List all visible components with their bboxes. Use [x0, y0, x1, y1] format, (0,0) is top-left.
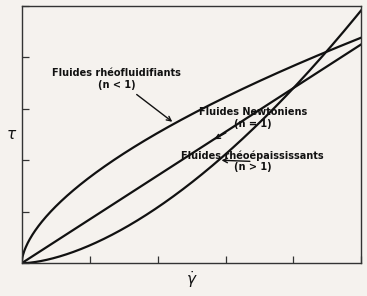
Text: Fluides rhéofluidifiants
(n < 1): Fluides rhéofluidifiants (n < 1) — [52, 68, 181, 121]
Text: Fluides rhéoépaississants
(n > 1): Fluides rhéoépaississants (n > 1) — [181, 150, 324, 173]
Y-axis label: $\tau$: $\tau$ — [6, 127, 17, 142]
Text: Fluides Newtoniens
(n = 1): Fluides Newtoniens (n = 1) — [199, 107, 307, 139]
X-axis label: $\dot{\gamma}$: $\dot{\gamma}$ — [186, 270, 197, 290]
